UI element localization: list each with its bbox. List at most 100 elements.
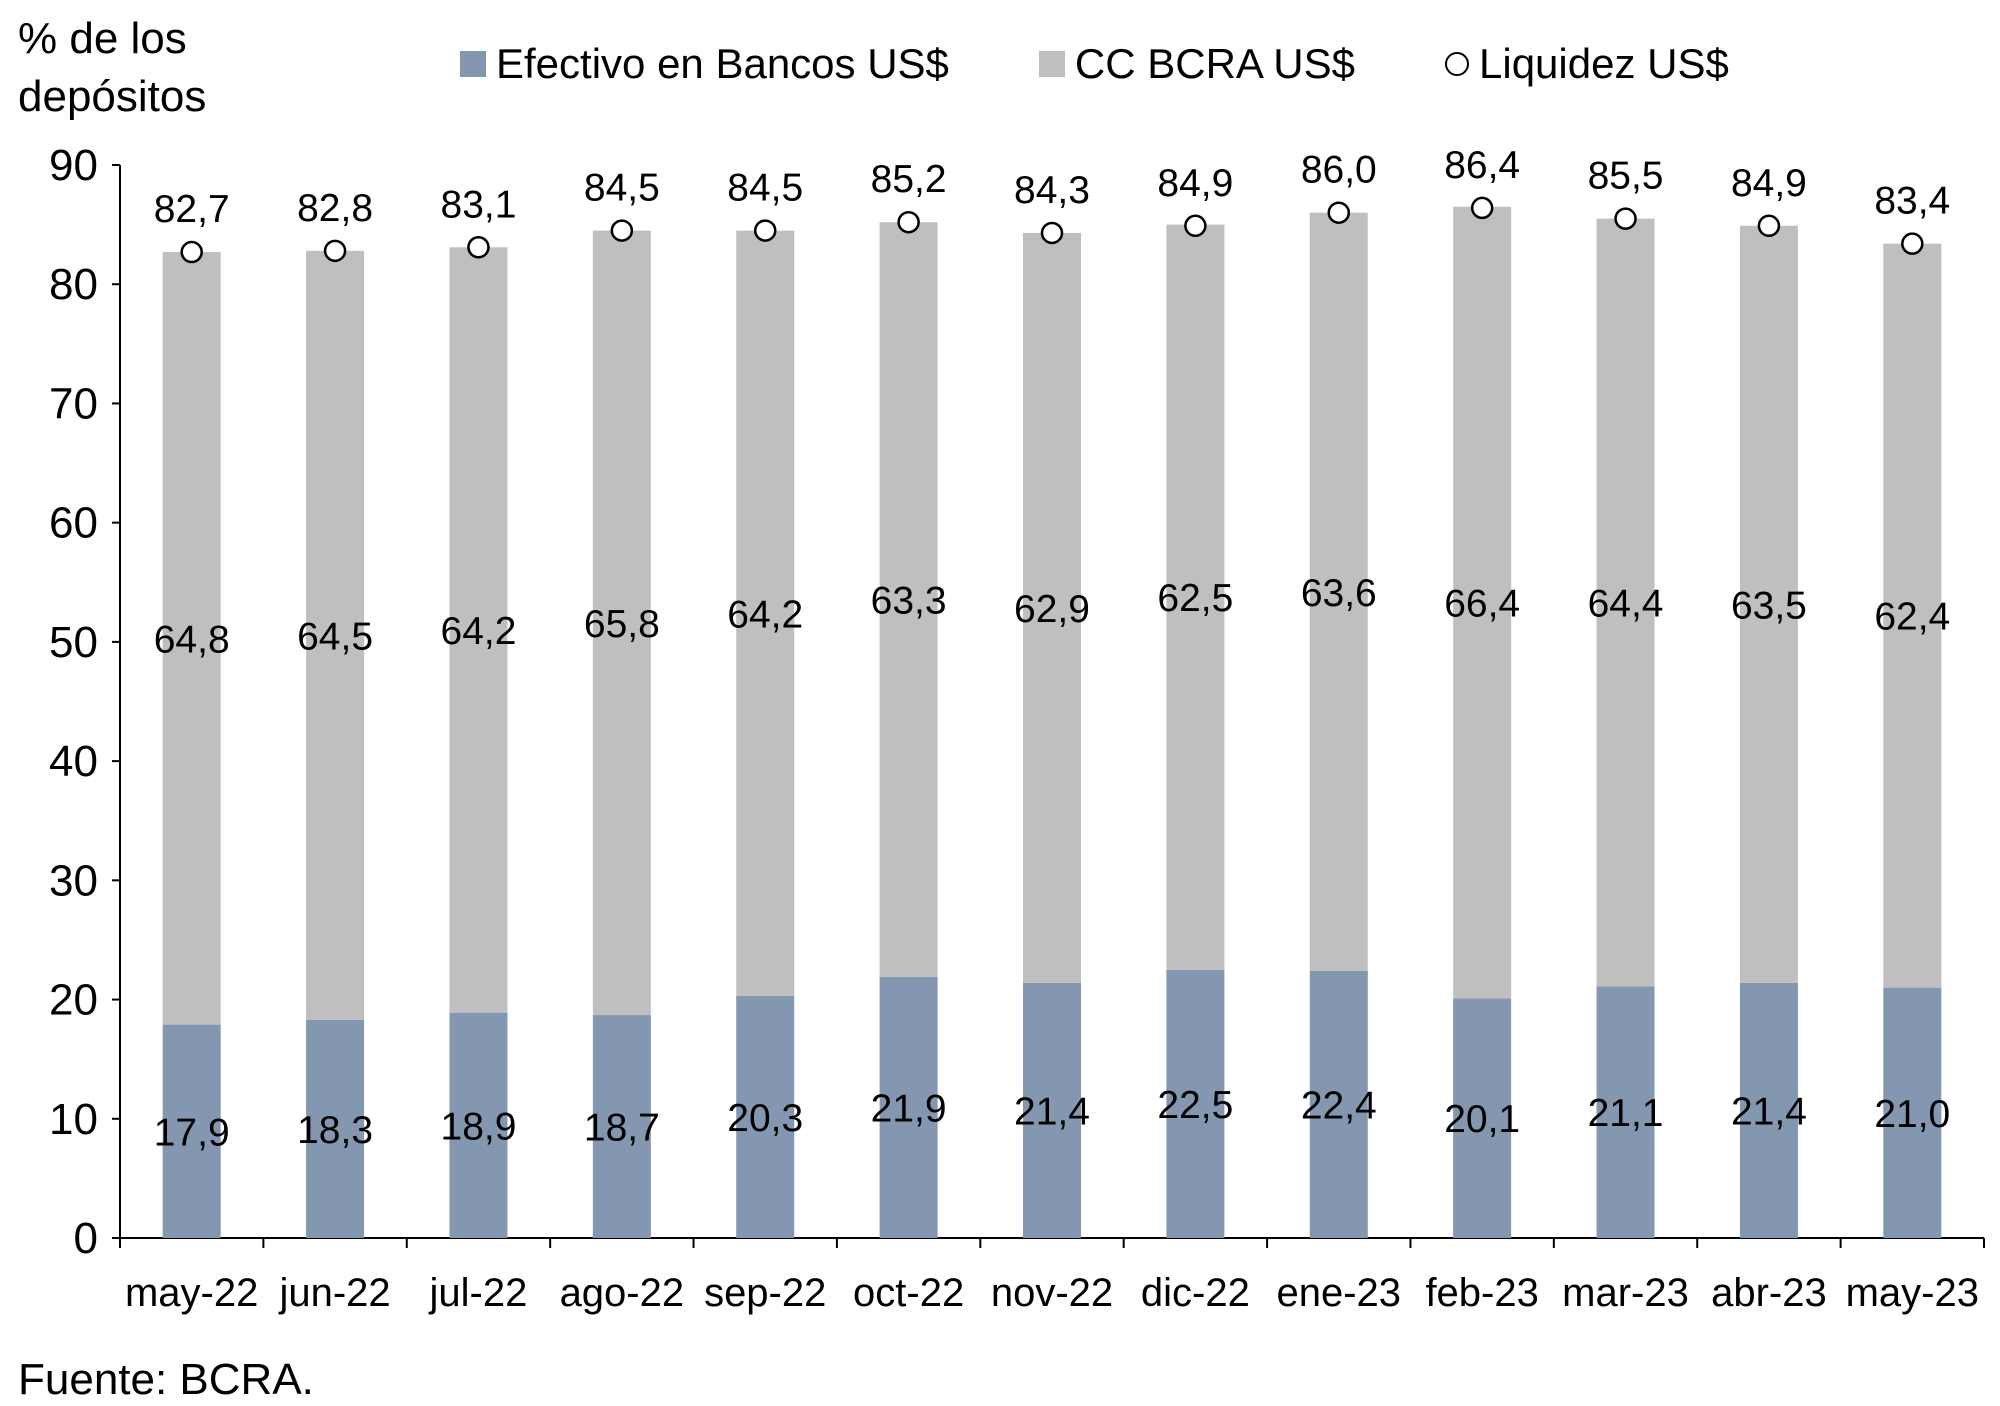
- marker-liquidez: [753, 219, 777, 242]
- data-label-liquidez: 84,5: [727, 167, 803, 210]
- bar-efectivo: [1309, 970, 1368, 1238]
- marker-liquidez: [610, 219, 634, 242]
- legend-item-cc-bcra: CC BCRA US$: [1038, 40, 1355, 88]
- data-label-cc-bcra: 64,4: [1588, 583, 1664, 626]
- x-tick-label: sep-22: [704, 1271, 826, 1315]
- data-label-cc-bcra: 63,3: [871, 580, 947, 623]
- data-label-efectivo: 21,4: [1731, 1090, 1807, 1133]
- data-label-cc-bcra: 63,6: [1301, 572, 1377, 615]
- marker-liquidez: [897, 210, 920, 234]
- y-tick-label: 0: [74, 1214, 98, 1263]
- data-label-cc-bcra: 64,2: [441, 610, 517, 653]
- x-tick-label: oct-22: [853, 1271, 964, 1315]
- data-label-cc-bcra: 66,4: [1444, 583, 1520, 626]
- data-label-efectivo: 21,0: [1874, 1093, 1950, 1136]
- data-label-liquidez: 82,7: [154, 188, 230, 231]
- x-tick-label: jun-22: [278, 1271, 390, 1315]
- marker-liquidez: [467, 236, 490, 259]
- marker-liquidez: [1757, 214, 1781, 238]
- bar-efectivo: [1023, 982, 1081, 1238]
- marker-liquidez: [1901, 232, 1924, 255]
- bar-cc-bcra: [1166, 224, 1225, 970]
- data-label-cc-bcra: 62,5: [1157, 577, 1233, 620]
- bar-cc-bcra: [1596, 218, 1655, 987]
- data-label-liquidez: 86,4: [1444, 144, 1520, 187]
- data-label-efectivo: 18,7: [584, 1107, 660, 1150]
- data-label-efectivo: 21,1: [1588, 1092, 1664, 1135]
- marker-liquidez: [1614, 207, 1637, 230]
- data-label-efectivo: 17,9: [154, 1111, 230, 1154]
- data-label-efectivo: 22,4: [1301, 1084, 1377, 1127]
- data-label-efectivo: 18,9: [441, 1105, 517, 1148]
- bar-efectivo: [1596, 986, 1655, 1238]
- bar-cc-bcra: [879, 222, 938, 977]
- legend-swatch-cc-bcra: [1038, 51, 1065, 77]
- data-label-cc-bcra: 64,8: [154, 618, 230, 661]
- bar-cc-bcra: [1023, 232, 1081, 983]
- y-tick-label: 80: [49, 260, 98, 309]
- data-label-efectivo: 18,3: [297, 1109, 373, 1152]
- y-tick-label: 70: [49, 379, 98, 428]
- y-tick-label: 20: [49, 976, 98, 1025]
- data-label-cc-bcra: 63,5: [1731, 584, 1807, 627]
- bar-efectivo: [162, 1024, 221, 1238]
- legend-item-efectivo: Efectivo en Bancos US$: [460, 40, 949, 88]
- marker-liquidez: [1327, 201, 1351, 224]
- data-label-liquidez: 83,1: [441, 183, 517, 226]
- data-label-liquidez: 82,8: [297, 187, 373, 230]
- bar-cc-bcra: [306, 250, 365, 1020]
- legend-marker-liquidez: [1445, 52, 1469, 76]
- x-tick-label: may-22: [125, 1271, 258, 1315]
- bar-cc-bcra: [162, 252, 221, 1025]
- legend-item-liquidez: Liquidez US$: [1445, 40, 1729, 88]
- source-note: Fuente: BCRA.: [18, 1355, 314, 1404]
- y-tick-label: 40: [49, 737, 98, 786]
- bar-efectivo: [1453, 998, 1512, 1238]
- x-tick-label: jul-22: [429, 1271, 528, 1315]
- legend-label-cc-bcra: CC BCRA US$: [1074, 40, 1355, 87]
- x-tick-label: feb-23: [1425, 1271, 1538, 1315]
- bar-cc-bcra: [1739, 225, 1798, 983]
- marker-liquidez: [1184, 214, 1207, 238]
- x-tick-label: may-23: [1846, 1271, 1979, 1315]
- y-tick-label: 90: [49, 141, 98, 190]
- bar-efectivo: [449, 1012, 508, 1238]
- data-label-efectivo: 20,3: [727, 1097, 803, 1140]
- data-label-liquidez: 84,9: [1157, 162, 1233, 205]
- data-label-cc-bcra: 62,9: [1014, 588, 1090, 631]
- marker-liquidez: [180, 240, 203, 264]
- bar-cc-bcra: [1883, 243, 1942, 988]
- bar-efectivo: [1166, 969, 1225, 1238]
- data-label-efectivo: 22,5: [1157, 1084, 1233, 1127]
- x-tick-label: ene-23: [1276, 1271, 1401, 1315]
- bar-cc-bcra: [1453, 206, 1512, 999]
- data-label-liquidez: 85,2: [871, 158, 947, 201]
- data-label-liquidez: 84,9: [1731, 162, 1807, 205]
- data-label-cc-bcra: 64,5: [297, 615, 373, 658]
- data-label-liquidez: 85,5: [1588, 155, 1664, 198]
- bar-efectivo: [1883, 987, 1942, 1238]
- y-tick-label: 50: [49, 618, 98, 667]
- y-tick-label: 10: [49, 1095, 98, 1144]
- y-axis-label: % de los depósitos: [18, 14, 207, 121]
- x-tick-label: mar-23: [1562, 1271, 1689, 1315]
- marker-liquidez: [1040, 221, 1064, 245]
- bar-cc-bcra: [592, 230, 651, 1016]
- data-label-liquidez: 84,3: [1014, 169, 1090, 212]
- x-tick-label: ago-22: [560, 1271, 685, 1315]
- bar-cc-bcra: [736, 230, 795, 996]
- data-label-efectivo: 20,1: [1444, 1098, 1520, 1141]
- legend-label-efectivo: Efectivo en Bancos US$: [496, 40, 949, 87]
- x-tick-label: dic-22: [1141, 1271, 1250, 1315]
- bar-efectivo: [879, 976, 938, 1238]
- legend: Efectivo en Bancos US$ CC BCRA US$ Liqui…: [460, 40, 1819, 88]
- bar-efectivo: [1739, 982, 1798, 1238]
- bar-efectivo: [592, 1015, 651, 1238]
- bar-efectivo: [306, 1019, 365, 1238]
- bar-efectivo: [736, 995, 795, 1238]
- x-tick-label: nov-22: [991, 1271, 1113, 1315]
- data-label-cc-bcra: 62,4: [1874, 596, 1950, 639]
- y-tick-label: 60: [49, 499, 98, 548]
- bar-cc-bcra: [449, 247, 508, 1013]
